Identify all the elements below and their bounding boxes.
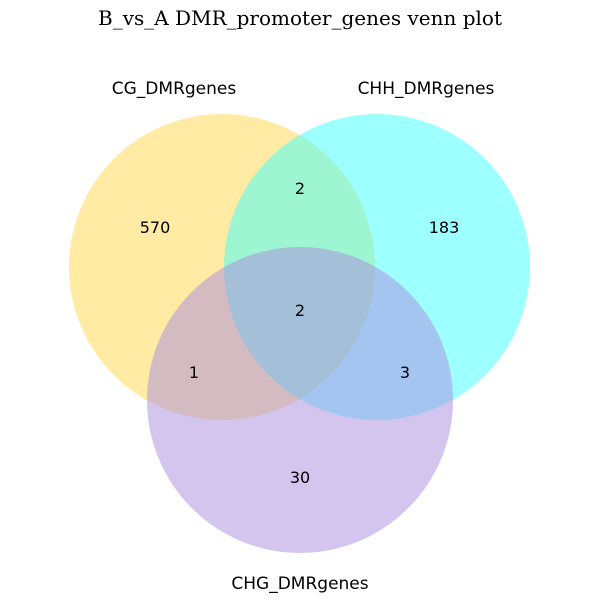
cg-only-count: 570 — [140, 218, 171, 237]
all-sets-count: 2 — [295, 301, 305, 320]
chg-only-count: 30 — [290, 468, 310, 487]
chh-set-label: CHH_DMRgenes — [358, 79, 495, 99]
cg-set-label: CG_DMRgenes — [112, 79, 237, 99]
chh-only-count: 183 — [429, 218, 460, 237]
cg-chh-count: 2 — [295, 179, 305, 198]
chg-set-label: CHG_DMRgenes — [231, 574, 368, 594]
chh-chg-count: 3 — [400, 363, 410, 382]
cg-chg-count: 1 — [189, 363, 199, 382]
chg-set-circle — [147, 247, 453, 553]
chart-title: B_vs_A DMR_promoter_genes venn plot — [98, 6, 502, 30]
venn-circles — [69, 114, 530, 553]
